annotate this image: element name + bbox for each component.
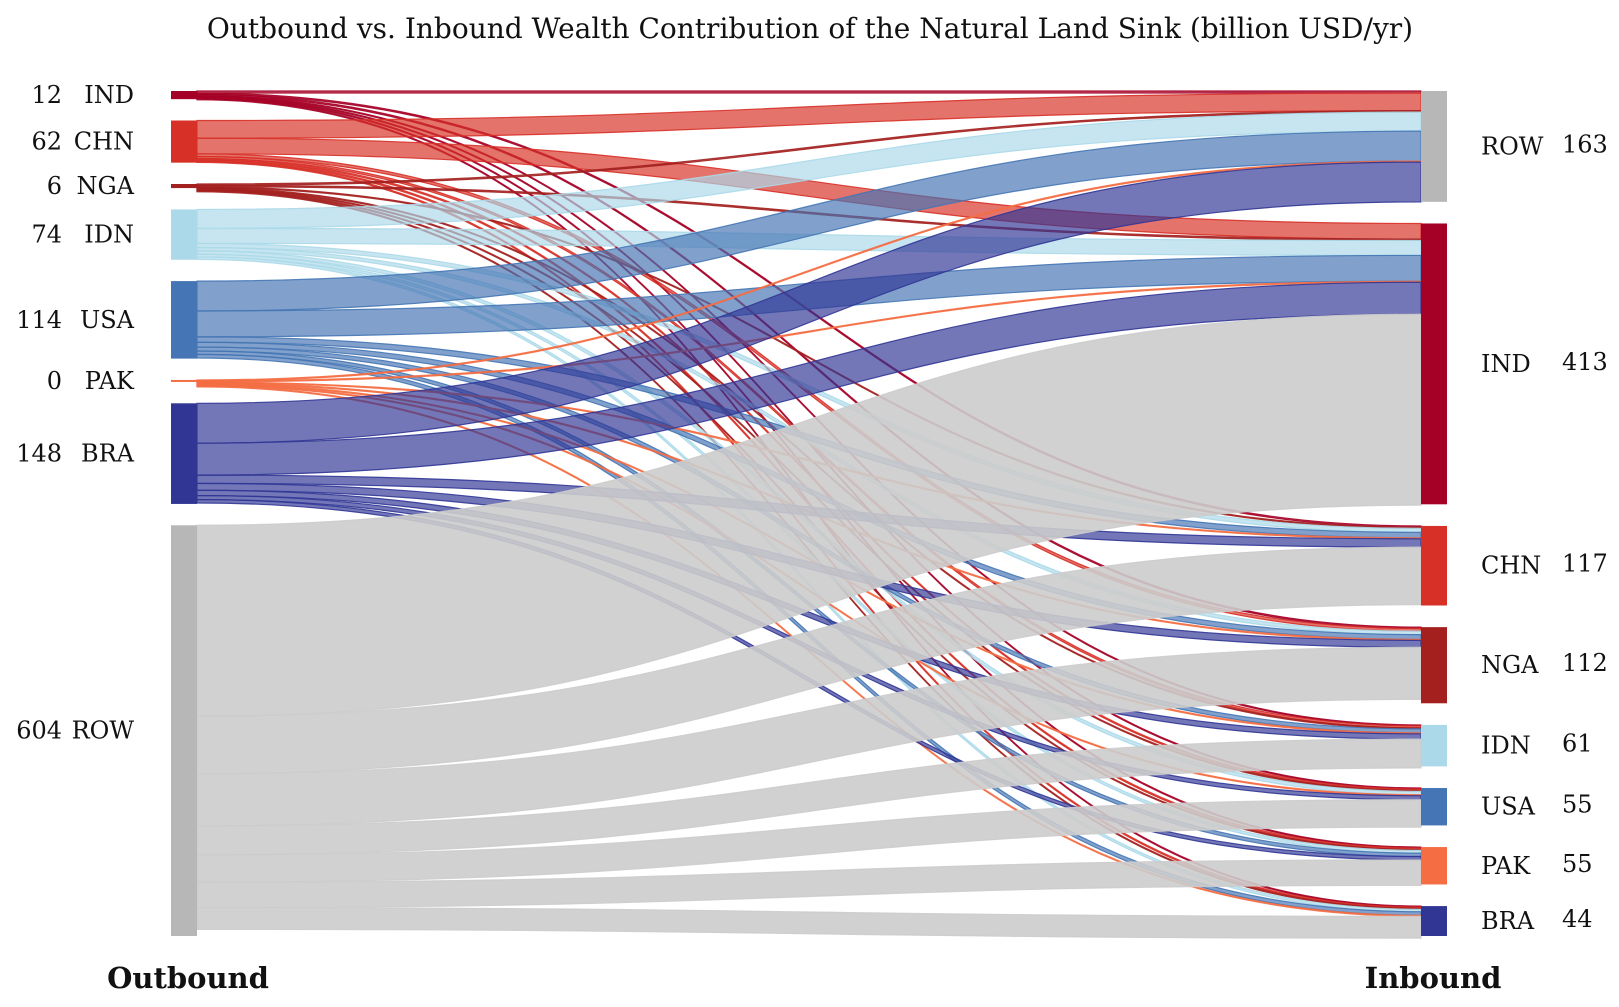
outbound-label-pak: PAK: [85, 367, 135, 395]
flows-layer: [196, 90, 1422, 939]
outbound-label-ind: IND: [84, 81, 134, 109]
inbound-value-usa: 55: [1562, 791, 1593, 819]
outbound-value-usa: 114: [16, 306, 62, 334]
inbound-label-bra: BRA: [1481, 907, 1535, 935]
outbound-node-row: [171, 525, 197, 936]
inbound-node-nga: [1421, 627, 1447, 704]
inbound-value-row: 163: [1562, 130, 1608, 158]
outbound-value-bra: 148: [16, 440, 62, 468]
outbound-node-ind: [171, 91, 197, 100]
inbound-label-ind: IND: [1481, 350, 1531, 378]
flow-row-to-bra: [196, 907, 1422, 939]
nodes-layer: [171, 91, 1447, 936]
inbound-label-usa: USA: [1481, 793, 1536, 821]
inbound-node-pak: [1421, 847, 1447, 885]
outbound-label-usa: USA: [80, 306, 135, 334]
inbound-node-ind: [1421, 223, 1447, 505]
inbound-node-idn: [1421, 724, 1447, 767]
outbound-value-row: 604: [16, 717, 62, 745]
inbound-label-chn: CHN: [1481, 552, 1541, 580]
outbound-label-chn: CHN: [74, 128, 134, 156]
inbound-node-row: [1421, 91, 1447, 202]
inbound-label-pak: PAK: [1481, 852, 1531, 880]
outbound-value-idn: 74: [31, 221, 62, 249]
outbound-node-usa: [171, 281, 197, 359]
inbound-node-chn: [1421, 525, 1447, 606]
inbound-value-bra: 44: [1562, 905, 1593, 933]
outbound-value-ind: 12: [31, 81, 62, 109]
outbound-value-pak: 0: [47, 367, 62, 395]
outbound-label-row: ROW: [72, 717, 135, 745]
outbound-label-idn: IDN: [84, 221, 134, 249]
inbound-value-ind: 413: [1562, 348, 1608, 376]
outbound-node-chn: [171, 120, 197, 163]
inbound-value-nga: 112: [1562, 649, 1608, 677]
outbound-node-nga: [171, 184, 197, 189]
outbound-value-chn: 62: [31, 128, 62, 156]
inbound-label-row: ROW: [1481, 132, 1544, 160]
inbound-node-bra: [1421, 906, 1447, 936]
inbound-value-pak: 55: [1562, 850, 1593, 878]
flow-row-to-ind: [196, 313, 1422, 717]
outbound-node-pak: [171, 379, 197, 382]
outbound-value-nga: 6: [47, 172, 62, 200]
inbound-label-nga: NGA: [1481, 651, 1539, 679]
flow-ind-to-row: [196, 90, 1422, 94]
outbound-node-idn: [171, 209, 197, 260]
outbound-heading: Outbound: [107, 961, 269, 995]
inbound-label-idn: IDN: [1481, 732, 1531, 760]
flow-row-to-usa: [196, 799, 1422, 883]
inbound-heading: Inbound: [1365, 961, 1502, 995]
outbound-label-bra: BRA: [81, 440, 135, 468]
inbound-node-usa: [1421, 788, 1447, 826]
flow-row-to-idn: [196, 738, 1422, 856]
flow-bra-to-row: [196, 161, 1422, 444]
outbound-label-nga: NGA: [76, 172, 134, 200]
outbound-node-bra: [171, 403, 197, 504]
labels-layer: IND 12 CHN 62 NGA 6 IDN 74 USA 114 PAK 0 BRA 148 ROW 60…: [16, 81, 1608, 935]
inbound-value-idn: 61: [1562, 730, 1593, 758]
inbound-value-chn: 117: [1562, 550, 1608, 578]
chart-title: Outbound vs. Inbound Wealth Contribution…: [207, 12, 1413, 45]
flow-row-to-pak: [196, 859, 1422, 909]
